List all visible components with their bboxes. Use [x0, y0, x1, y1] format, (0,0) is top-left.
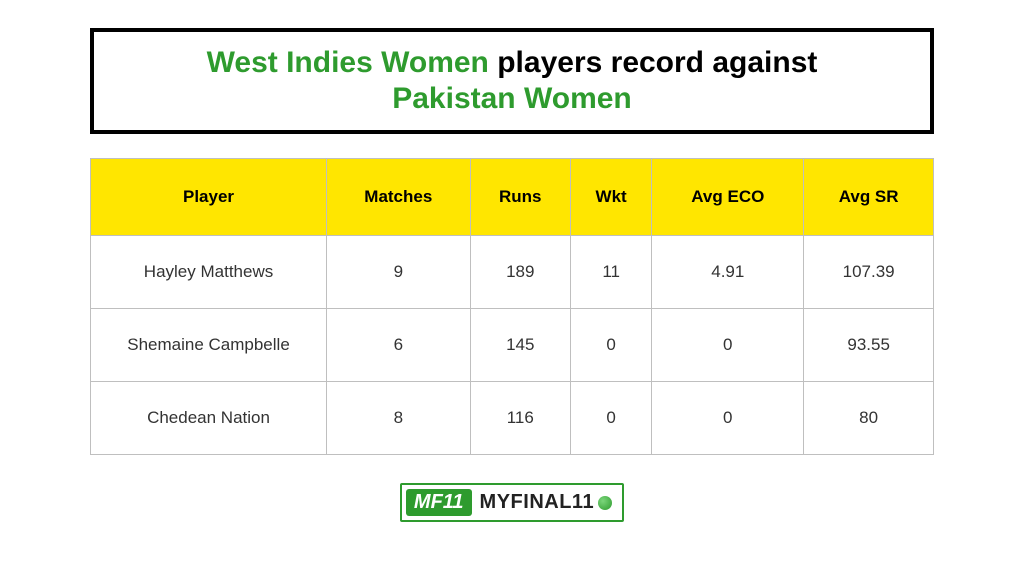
logo-text-label: MYFINAL11	[480, 491, 595, 514]
cell-avg-eco: 0	[652, 382, 804, 455]
table-row: Shemaine Campbelle 6 145 0 0 93.55	[91, 309, 934, 382]
col-player: Player	[91, 159, 327, 236]
cell-avg-eco: 0	[652, 309, 804, 382]
title-team1: West Indies Women	[207, 46, 489, 79]
col-matches: Matches	[327, 159, 471, 236]
title-line-1: West Indies Women players record against	[114, 46, 910, 80]
cell-player: Shemaine Campbelle	[91, 309, 327, 382]
cell-matches: 8	[327, 382, 471, 455]
cell-player: Hayley Matthews	[91, 236, 327, 309]
table-header-row: Player Matches Runs Wkt Avg ECO Avg SR	[91, 159, 934, 236]
table-row: Chedean Nation 8 116 0 0 80	[91, 382, 934, 455]
title-box: West Indies Women players record against…	[90, 28, 934, 134]
cell-runs: 189	[470, 236, 570, 309]
cell-runs: 145	[470, 309, 570, 382]
cell-matches: 9	[327, 236, 471, 309]
col-runs: Runs	[470, 159, 570, 236]
col-avg-sr: Avg SR	[804, 159, 934, 236]
col-avg-eco: Avg ECO	[652, 159, 804, 236]
cell-runs: 116	[470, 382, 570, 455]
title-team2: Pakistan Women	[114, 82, 910, 116]
cell-matches: 6	[327, 309, 471, 382]
cell-avg-eco: 4.91	[652, 236, 804, 309]
cell-wkt: 11	[570, 236, 651, 309]
cell-avg-sr: 80	[804, 382, 934, 455]
ball-icon	[598, 496, 612, 510]
logo-badge: MF11	[406, 489, 472, 516]
cell-avg-sr: 93.55	[804, 309, 934, 382]
cell-avg-sr: 107.39	[804, 236, 934, 309]
cell-wkt: 0	[570, 382, 651, 455]
logo-text: MYFINAL11	[480, 491, 613, 514]
table-row: Hayley Matthews 9 189 11 4.91 107.39	[91, 236, 934, 309]
cell-wkt: 0	[570, 309, 651, 382]
stats-table: Player Matches Runs Wkt Avg ECO Avg SR H…	[90, 158, 934, 455]
title-mid: players record against	[497, 46, 817, 79]
col-wkt: Wkt	[570, 159, 651, 236]
brand-logo: MF11 MYFINAL11	[400, 483, 624, 522]
cell-player: Chedean Nation	[91, 382, 327, 455]
